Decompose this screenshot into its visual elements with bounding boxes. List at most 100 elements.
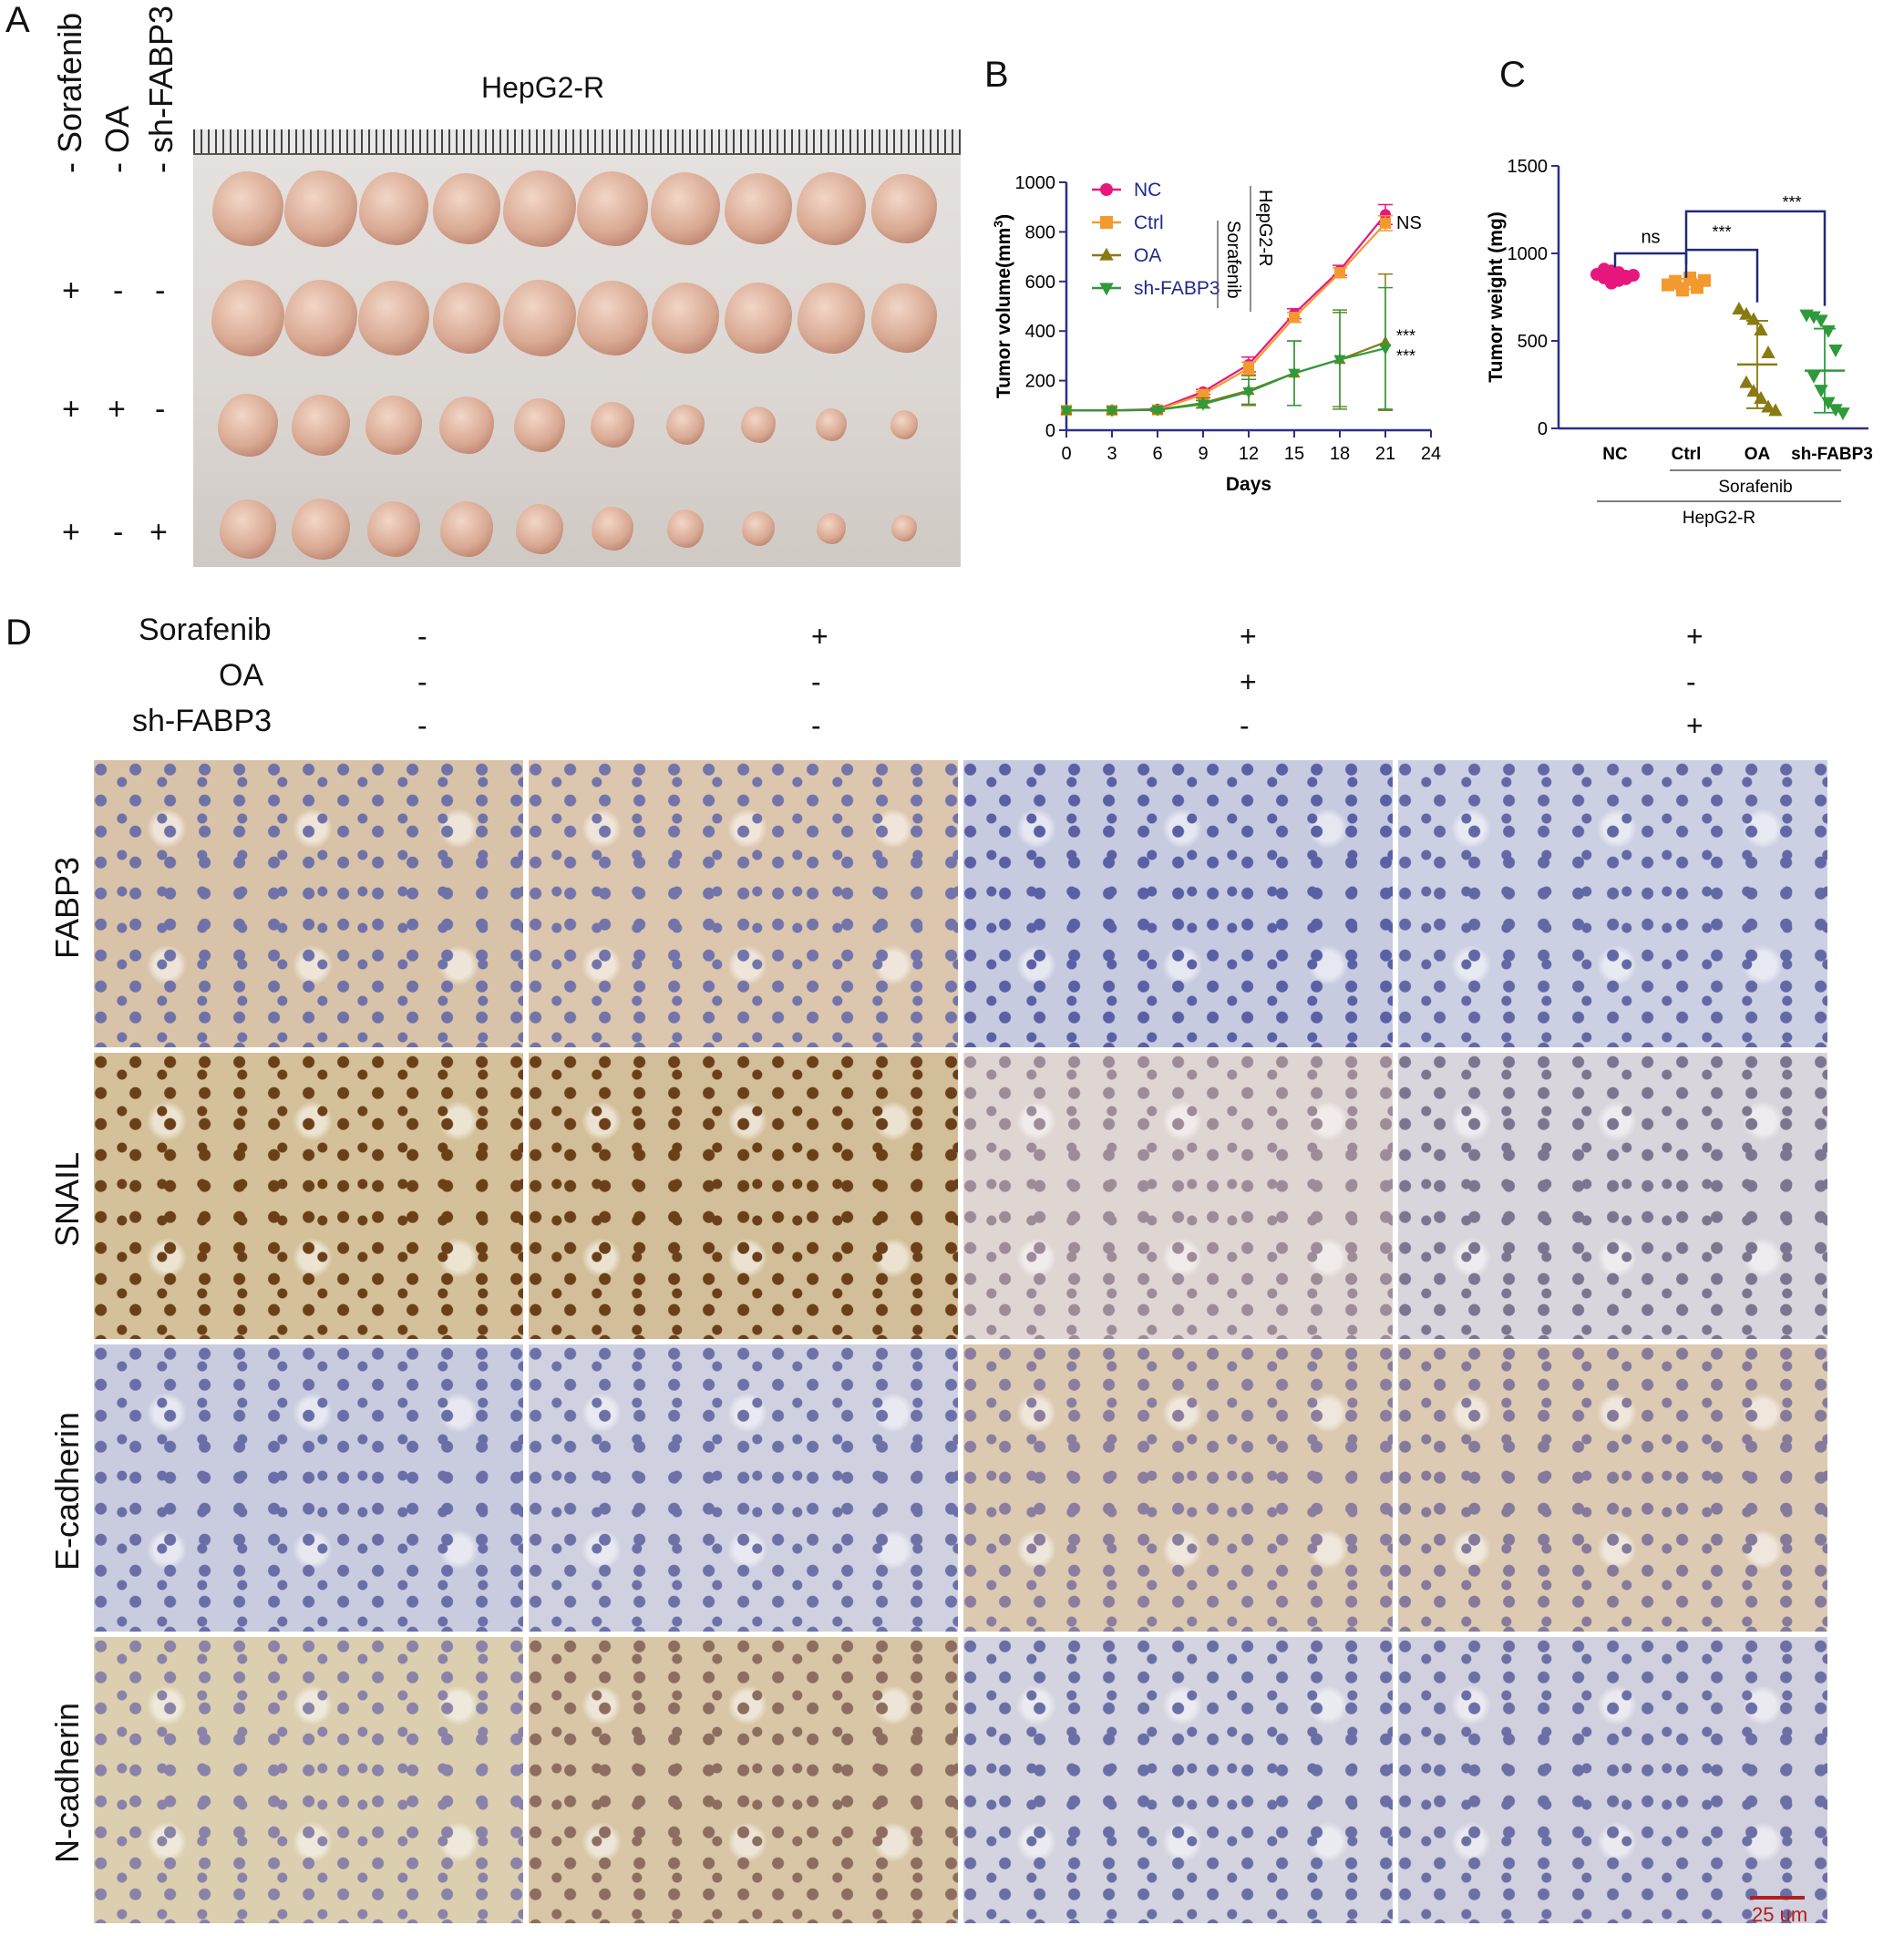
data-point — [1333, 355, 1346, 366]
row-label-snail: SNAIL — [48, 1151, 86, 1248]
x-tick-label: 24 — [1421, 444, 1441, 464]
ruler — [193, 129, 961, 155]
panel-label-b: B — [984, 55, 1009, 95]
ihc-image — [963, 1052, 1393, 1339]
ihc-image — [963, 1344, 1393, 1632]
legend-marker — [1099, 247, 1114, 261]
y-tick-label: 400 — [1025, 322, 1055, 342]
data-point — [1814, 314, 1828, 328]
tumor-specimen — [742, 511, 775, 546]
sign: - — [113, 273, 124, 308]
legend-marker — [1100, 183, 1113, 196]
sig-bracket — [1613, 252, 1688, 268]
category-label: OA — [1744, 445, 1771, 464]
ihc-image — [1398, 760, 1827, 1047]
x-tick-label: 18 — [1330, 444, 1350, 464]
sig-label: *** — [1712, 223, 1731, 242]
scale-bar — [1750, 1896, 1805, 1900]
d-sign: - — [1686, 665, 1696, 698]
tumor-specimen — [816, 408, 847, 441]
sig-label: *** — [1782, 193, 1801, 211]
ihc-image — [1398, 1344, 1827, 1632]
annotation-sig: *** — [1396, 327, 1415, 345]
row-label-fabp3: FABP3 — [48, 856, 86, 960]
panel-label-c: C — [1499, 55, 1526, 95]
tumor-specimen — [212, 171, 283, 246]
data-point — [1243, 363, 1254, 374]
tumor-specimen — [725, 283, 792, 354]
data-point — [1380, 209, 1391, 221]
series-line — [1066, 347, 1386, 412]
data-point — [1806, 311, 1821, 324]
row-label-e-cadherin: E-cadherin — [48, 1411, 86, 1571]
condition-label-oa: - OA — [98, 105, 136, 173]
y-tick-label: 1500 — [1508, 157, 1549, 177]
ihc-image-grid — [94, 760, 1827, 1923]
tumor-specimen — [798, 283, 865, 354]
tumor-specimen — [433, 283, 500, 354]
data-point — [1828, 345, 1843, 357]
legend-label: OA — [1134, 245, 1161, 266]
ihc-image — [963, 760, 1393, 1047]
data-point — [1739, 306, 1754, 320]
y-tick-label: 1000 — [1015, 173, 1056, 193]
category-label: NC — [1602, 445, 1628, 464]
ihc-image — [94, 1052, 523, 1339]
annotation-ns: NS — [1396, 213, 1422, 233]
d-sign: + — [1240, 620, 1257, 653]
tumor-specimen — [439, 396, 494, 454]
tumor-specimen — [891, 515, 917, 542]
data-point — [1821, 324, 1836, 338]
tumor-specimen — [741, 407, 776, 443]
panel-label-d: D — [5, 613, 32, 653]
tumor-specimen — [284, 280, 357, 356]
series-line — [1066, 341, 1386, 412]
sign: + — [62, 515, 80, 550]
d-sign: + — [1240, 665, 1257, 698]
sig-label: ns — [1641, 227, 1660, 247]
sig-bracket — [1684, 210, 1827, 306]
sign: + — [149, 515, 168, 550]
tumor-specimen — [666, 405, 705, 446]
data-point — [1836, 407, 1850, 421]
tumor-specimen — [292, 395, 350, 457]
x-tick-label: 15 — [1284, 444, 1304, 464]
tumor-specimen — [359, 172, 428, 245]
ihc-image — [1398, 1636, 1827, 1923]
d-condition-sorafenib: Sorafenib — [139, 613, 272, 647]
tumor-specimen — [591, 402, 634, 448]
y-tick-label: 1000 — [1508, 244, 1549, 264]
sign: - — [155, 392, 166, 427]
ihc-image — [94, 760, 523, 1047]
sign: + — [62, 273, 80, 308]
tumor-specimen — [817, 513, 846, 544]
legend-marker — [1099, 283, 1114, 296]
tumor-specimen — [890, 410, 918, 439]
tumor-specimen — [514, 398, 565, 452]
sig-bracket — [1686, 248, 1759, 303]
category-label: Ctrl — [1672, 445, 1702, 464]
ihc-image — [529, 1052, 958, 1339]
d-condition-oa: OA — [219, 658, 264, 693]
tumor-specimen — [652, 283, 719, 354]
y-tick-label: 200 — [1025, 372, 1055, 392]
ihc-image — [529, 1636, 958, 1923]
d-sign: + — [1686, 620, 1703, 653]
tumor-specimen — [577, 281, 648, 355]
sign: - — [155, 273, 166, 308]
data-point — [1334, 267, 1345, 279]
d-sign: - — [1240, 709, 1250, 742]
x-tick-label: 9 — [1198, 444, 1208, 464]
tumor-specimen — [725, 173, 792, 244]
y-axis-label: Tumor weight (mg) — [1486, 211, 1507, 382]
tumor-photograph — [193, 129, 961, 567]
legend-bracket-hepg2r: HepG2-R — [1255, 190, 1275, 266]
ihc-image — [529, 1344, 958, 1632]
data-point — [1828, 404, 1843, 417]
tumor-specimen — [211, 280, 284, 356]
ihc-image — [94, 1344, 523, 1632]
data-point — [1806, 370, 1821, 384]
data-point — [1289, 312, 1300, 324]
legend-label: Ctrl — [1134, 212, 1164, 233]
data-point — [1288, 368, 1301, 380]
